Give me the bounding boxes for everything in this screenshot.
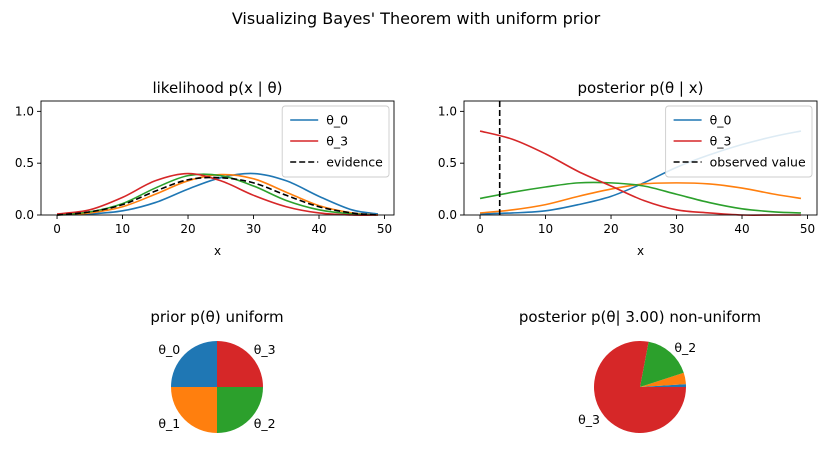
pie-slice-2 <box>640 341 684 387</box>
series-line-0 <box>57 172 379 216</box>
series-line-3 <box>56 172 378 216</box>
x-tick-label: 0 <box>476 222 484 236</box>
chart-title: prior p(θ) uniform <box>150 308 283 326</box>
x-tick-label: 30 <box>669 222 684 236</box>
legend-box <box>665 105 813 178</box>
x-axis-label: x <box>637 244 644 258</box>
x-tick-label: 20 <box>603 222 618 236</box>
posterior-chart: posterior p(θ | x) 0 10 20 30 40 50 0.0 0.5 1.0 x θ… <box>438 79 818 258</box>
figure-title: Visualizing Bayes' Theorem with uniform … <box>232 9 601 28</box>
legend-label: θ_3 <box>326 134 348 149</box>
y-tick-label: 1.0 <box>15 104 34 118</box>
plot-frame <box>463 100 818 216</box>
x-axis-label: x <box>214 244 221 258</box>
x-tick-label: 0 <box>53 222 61 236</box>
chart-title: likelihood p(x | θ) <box>152 79 282 97</box>
chart-title: posterior p(θ | x) <box>578 79 704 97</box>
chart-title: posterior p(θ| 3.00) non-uniform <box>519 308 761 326</box>
pie-label: θ_2 <box>674 340 696 355</box>
pie-label: θ_2 <box>254 416 276 431</box>
pie-slice-3 <box>217 341 263 387</box>
pie-label: θ_3 <box>254 342 276 357</box>
pie-label: θ_1 <box>158 416 180 431</box>
pie-slice-0 <box>640 384 686 387</box>
legend: θ_0 θ_3 observed value <box>665 105 813 178</box>
pie-slice-0 <box>171 341 217 387</box>
legend-label: evidence <box>326 155 383 170</box>
legend-label: observed value <box>710 155 806 170</box>
legend-label: θ_3 <box>710 134 732 149</box>
series-line-1 <box>479 182 802 214</box>
series-line-4 <box>56 176 379 216</box>
x-tick-label: 50 <box>377 222 392 236</box>
x-tick-label: 30 <box>246 222 261 236</box>
likelihood-chart: likelihood p(x | θ) 0 10 20 30 40 50 0.0 0.5 1.0 x… <box>15 79 395 258</box>
posterior-pie-chart: posterior p(θ| 3.00) non-uniform θ_2 θ_3 <box>519 308 761 433</box>
x-tick-label: 50 <box>800 222 815 236</box>
pie-label: θ_0 <box>158 342 180 357</box>
x-tick-label: 10 <box>538 222 553 236</box>
y-tick-label: 0.5 <box>15 156 34 170</box>
series-line-2 <box>479 181 801 214</box>
y-tick-label: 1.0 <box>438 104 457 118</box>
legend: θ_0 θ_3 evidence <box>281 105 390 178</box>
pie-label: θ_3 <box>578 412 600 427</box>
prior-pie-chart: prior p(θ) uniform θ_0 θ_1 θ_2 θ_3 <box>150 308 284 433</box>
legend-label: θ_0 <box>326 113 348 128</box>
pie-slice-1 <box>640 372 686 387</box>
x-tick-label: 40 <box>311 222 326 236</box>
pie-slice-1 <box>171 387 217 433</box>
legend-label: θ_0 <box>710 113 732 128</box>
y-tick-label: 0.5 <box>438 156 457 170</box>
pie-slice-3 <box>593 340 686 433</box>
x-tick-label: 40 <box>734 222 749 236</box>
y-tick-label: 0.0 <box>438 208 457 222</box>
x-tick-label: 20 <box>180 222 195 236</box>
legend-box <box>281 105 390 178</box>
x-tick-label: 10 <box>115 222 130 236</box>
pie-slice-2 <box>217 387 263 433</box>
plot-frame <box>40 100 395 216</box>
y-tick-label: 0.0 <box>15 208 34 222</box>
